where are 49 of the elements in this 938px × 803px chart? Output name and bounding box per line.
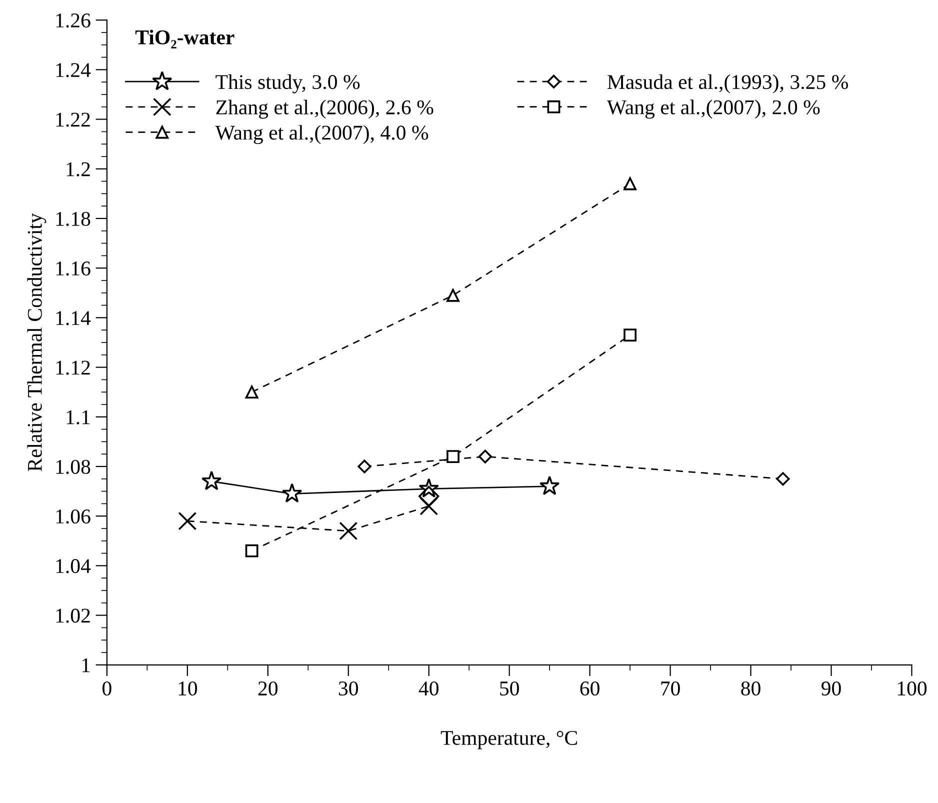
y-tick-label: 1.08 (56, 460, 90, 474)
x-tick-label: 20 (258, 681, 278, 696)
legend-label: Wang et al.,(2007), 2.0 % (606, 100, 820, 119)
y-tick-label: 1.12 (56, 360, 90, 375)
point (446, 450, 460, 464)
y-tick-label: 1.18 (56, 212, 90, 226)
x-tick-label: 0 (102, 681, 112, 696)
legend-label: This study, 3.0 % (216, 74, 360, 94)
x-axis-title: Temperature, °C (440, 730, 577, 750)
point (245, 386, 258, 399)
y-tick-label: 1.2 (66, 162, 90, 176)
point (418, 486, 440, 507)
x-tick-label: 80 (741, 681, 760, 696)
y-tick-label: 1.06 (56, 509, 90, 524)
y-tick-label: 1.04 (56, 559, 91, 574)
x-tick-label: 60 (580, 681, 600, 696)
x-tick-label: 40 (418, 681, 438, 696)
x-tick-label: 50 (500, 681, 519, 696)
annotation: TiO₂-water (135, 30, 234, 48)
x-tick-label: 70 (661, 681, 680, 696)
point (539, 476, 560, 496)
y-tick-label: 1.24 (56, 63, 91, 78)
point (776, 472, 790, 486)
point (624, 177, 637, 190)
point (201, 470, 222, 490)
point (420, 496, 438, 516)
y-tick-label: 1.22 (56, 112, 90, 127)
x-tick-label: 100 (898, 681, 927, 696)
point (245, 544, 258, 558)
x-tick-label: 90 (822, 681, 841, 696)
x-tick-label: 30 (338, 681, 358, 696)
x-tick-label: 10 (178, 681, 198, 696)
point (624, 328, 637, 342)
y-axis-title: Relative Thermal Conductivity (27, 213, 46, 472)
legend-label: Masuda et al.,(1993), 3.25 % (607, 74, 848, 94)
point (358, 460, 372, 474)
y-tick-label: 1.16 (56, 262, 90, 276)
point (282, 483, 302, 503)
legend-label: Zhang et al.,(2006), 2.6 % (216, 100, 434, 119)
y-tick-label: 1.1 (66, 410, 90, 424)
point (178, 512, 197, 530)
y-tick-label: 1.02 (56, 608, 90, 623)
y-tick-label: 1.14 (56, 311, 91, 326)
y-tick-label: 1 (82, 658, 90, 672)
legend-label: Wang et al.,(2007), 4.0 % (215, 125, 428, 144)
point (478, 450, 492, 464)
point (339, 522, 358, 540)
y-tick-label: 1.26 (56, 14, 90, 28)
point (446, 288, 460, 302)
